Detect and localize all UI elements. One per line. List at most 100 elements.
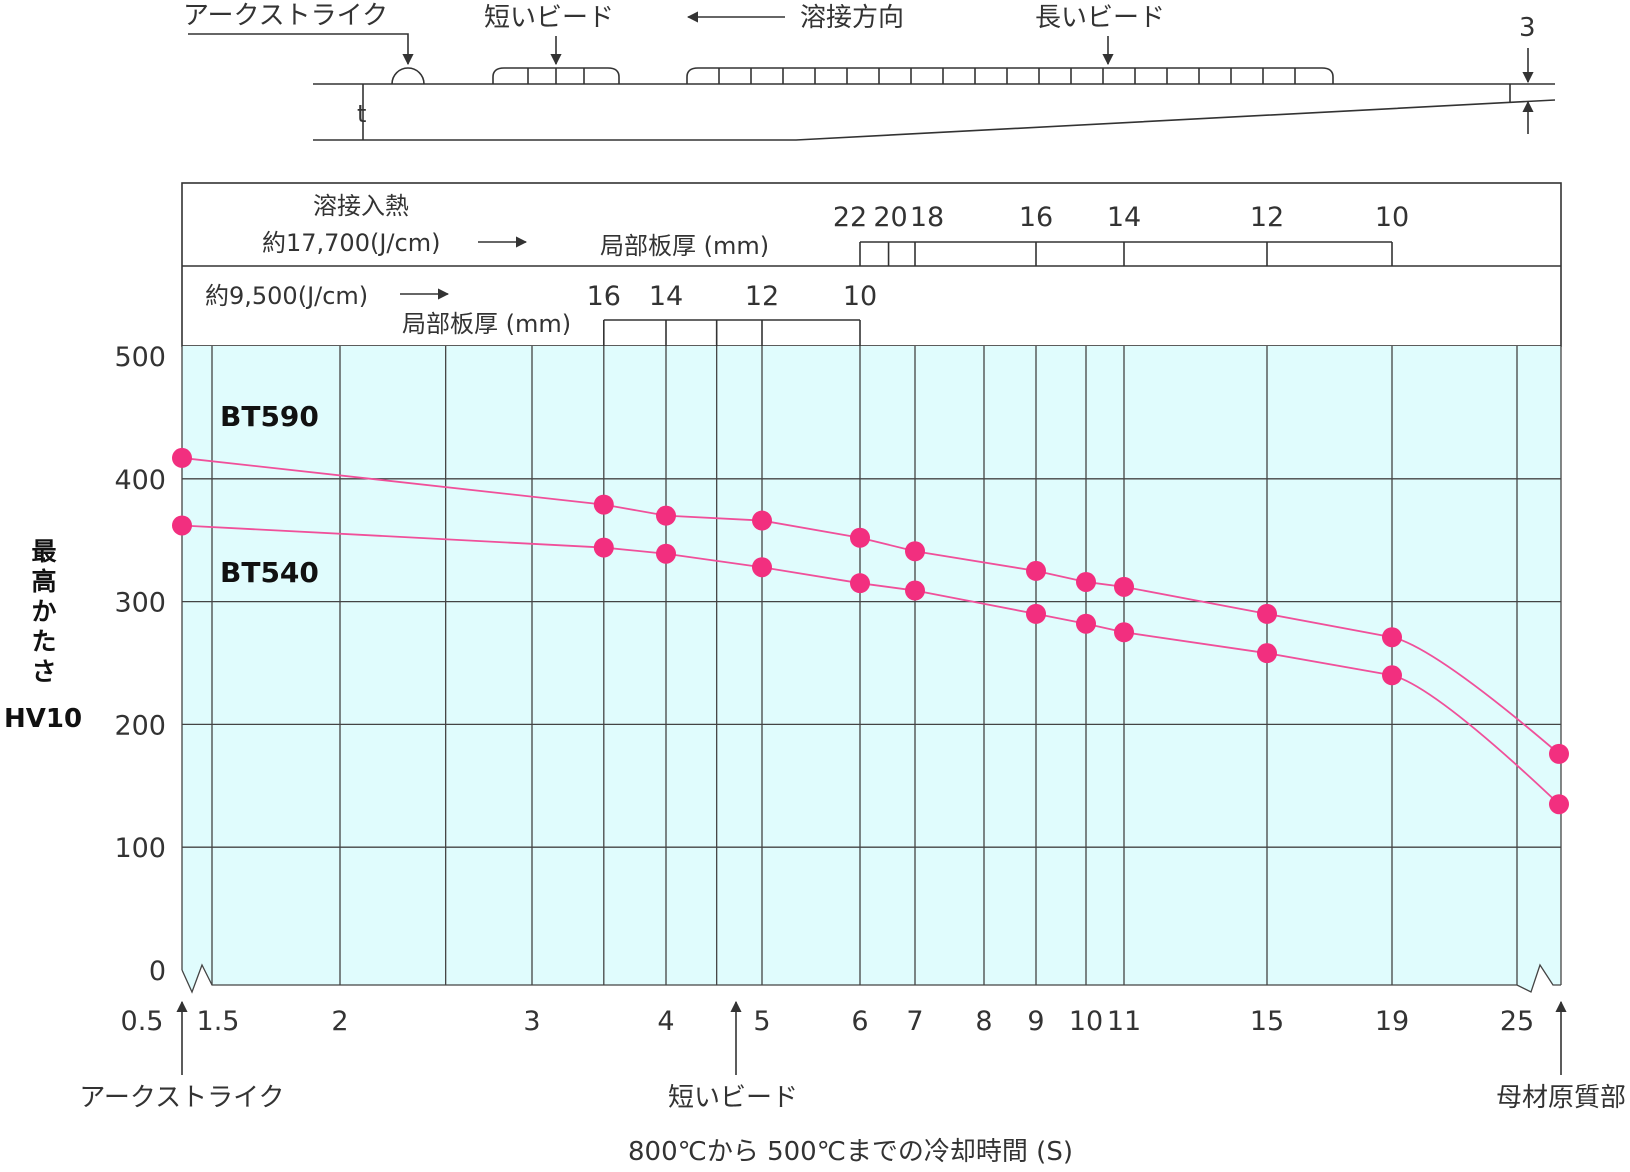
y-axis-title-line2: HV10 <box>4 704 82 734</box>
data-point-bt540 <box>1257 643 1277 664</box>
step-label: 3 <box>1519 13 1536 43</box>
arc-strike-bump <box>391 67 425 85</box>
thickness-scale-low: 16 14 12 10 <box>587 281 877 346</box>
data-point-bt590 <box>593 494 614 515</box>
data-point-bt590 <box>1026 560 1046 581</box>
weld-direction-label: 溶接方向 <box>800 3 904 33</box>
thickness-label: 14 <box>649 281 683 312</box>
heat-input-title: 溶接入熱 <box>313 192 409 220</box>
thickness-scale-high: 22 20 18 16 14 12 10 <box>833 202 1409 266</box>
x-tick-label: 6 <box>851 1006 868 1037</box>
data-point-bt540 <box>752 557 772 578</box>
plot-area: BT590 BT540 <box>172 346 1569 994</box>
y-tick-label: 400 <box>114 465 166 496</box>
thickness-label: 14 <box>1107 202 1141 233</box>
data-point-bt590 <box>172 447 192 468</box>
heat-input-high: 約17,700(J/cm) <box>262 229 440 257</box>
horizontal-grid <box>182 478 1561 848</box>
y-tick-label: 300 <box>114 588 166 619</box>
x-tick-label: 15 <box>1250 1006 1284 1037</box>
series-lines <box>181 457 1560 805</box>
thickness-label: 16 <box>587 281 621 312</box>
x-tick-label: 9 <box>1027 1006 1044 1037</box>
x-tick-label: 0.5 <box>121 1006 164 1037</box>
thickness-label: 10 <box>1375 202 1409 233</box>
y-axis-title: 最高かたさ HV10 <box>4 537 82 734</box>
short-bead-dividers <box>527 68 585 84</box>
thickness-label: 12 <box>745 281 779 312</box>
x-tick-label: 8 <box>975 1006 992 1037</box>
x-tick-label: 2 <box>331 1006 348 1037</box>
thickness-label: t <box>357 100 366 128</box>
data-point-bt590 <box>905 541 925 562</box>
series-label-bt590: BT590 <box>220 400 319 433</box>
data-point-bt590 <box>752 510 772 531</box>
series-line-bt540 <box>181 524 1560 805</box>
data-point-bt590 <box>1257 603 1277 624</box>
thickness-label: 10 <box>843 281 877 312</box>
series-points <box>172 447 1569 815</box>
thickness-label: 12 <box>1250 202 1284 233</box>
x-tick-label: 19 <box>1375 1006 1409 1037</box>
arc-strike-leader <box>188 33 414 66</box>
data-point-bt590 <box>1382 627 1402 648</box>
plot-bottom-break <box>181 963 1561 994</box>
x-tick-label: 7 <box>906 1006 923 1037</box>
y-tick-label: 100 <box>114 833 166 864</box>
y-tick-label: 0 <box>149 956 166 987</box>
data-point-bt540 <box>656 543 676 564</box>
long-bead-label: 長いビード <box>1035 3 1165 33</box>
x-tick-label: 11 <box>1107 1006 1141 1037</box>
data-point-bt540 <box>850 573 870 594</box>
x-tick-label: 25 <box>1500 1006 1534 1037</box>
x-tick-label: 10 <box>1069 1006 1103 1037</box>
annotation-label: 母材原質部 <box>1496 1083 1626 1113</box>
data-point-bt590 <box>1114 576 1134 597</box>
plot-background <box>182 346 1561 992</box>
short-bead-label: 短いビード <box>484 3 614 33</box>
plate-bottom-line <box>313 99 1556 141</box>
data-point-bt540 <box>1549 794 1569 815</box>
data-point-bt540 <box>593 537 614 558</box>
header-panel: 溶接入熱 約17,700(J/cm) 局部板厚 (mm) 約9,500(J/cm… <box>181 182 1562 347</box>
long-bead-dividers <box>718 68 1296 84</box>
data-point-bt540 <box>1076 613 1096 634</box>
thickness-label: 16 <box>1019 202 1053 233</box>
x-tick-label: 5 <box>753 1006 770 1037</box>
heat-input-low: 約9,500(J/cm) <box>205 282 368 310</box>
bottom-annotations: アークストライク 短いビード 母材原質部 <box>79 1000 1626 1113</box>
thickness-label: 20 <box>873 202 907 233</box>
series-label-bt540: BT540 <box>220 556 319 589</box>
data-point-bt590 <box>850 527 870 548</box>
local-thickness-label: 局部板厚 (mm) <box>600 232 769 260</box>
y-tick-label: 500 <box>114 342 166 373</box>
data-point-bt540 <box>1114 622 1134 643</box>
data-point-bt540 <box>1026 603 1046 624</box>
weld-schematic: t アークストライク 短いビード 溶接方向 長いビード 3 <box>183 1 1556 141</box>
data-point-bt590 <box>656 505 676 526</box>
data-point-bt540 <box>172 515 192 536</box>
data-point-bt590 <box>1076 571 1096 592</box>
y-tick-label: 200 <box>114 710 166 741</box>
annotation-label: 短いビード <box>668 1083 798 1113</box>
x-axis-title: 800℃から 500℃までの冷却時間 (S) <box>628 1137 1073 1167</box>
data-point-bt540 <box>905 580 925 601</box>
local-thickness-low-label: 局部板厚 (mm) <box>402 310 571 338</box>
x-tick-labels: 0.5 1.5 2 3 4 5 6 7 8 9 10 11 15 19 25 <box>121 1006 1535 1037</box>
x-tick-label: 4 <box>657 1006 674 1037</box>
long-bead <box>686 67 1334 84</box>
x-tick-label: 1.5 <box>197 1006 240 1037</box>
y-axis-title-line1: 最高かたさ <box>31 537 57 686</box>
y-tick-labels: 0 100 200 300 400 500 <box>114 342 166 987</box>
data-point-bt540 <box>1382 665 1402 686</box>
series-line-bt590 <box>181 457 1560 755</box>
series-labels: BT590 BT540 <box>220 400 319 589</box>
annotation-label: アークストライク <box>79 1083 284 1113</box>
thickness-label: 22 <box>833 202 867 233</box>
x-tick-label: 3 <box>523 1006 540 1037</box>
arc-strike-label: アークストライク <box>183 1 388 31</box>
data-point-bt590 <box>1549 743 1569 764</box>
vertical-grid <box>211 346 1518 985</box>
thickness-label: 18 <box>910 202 944 233</box>
